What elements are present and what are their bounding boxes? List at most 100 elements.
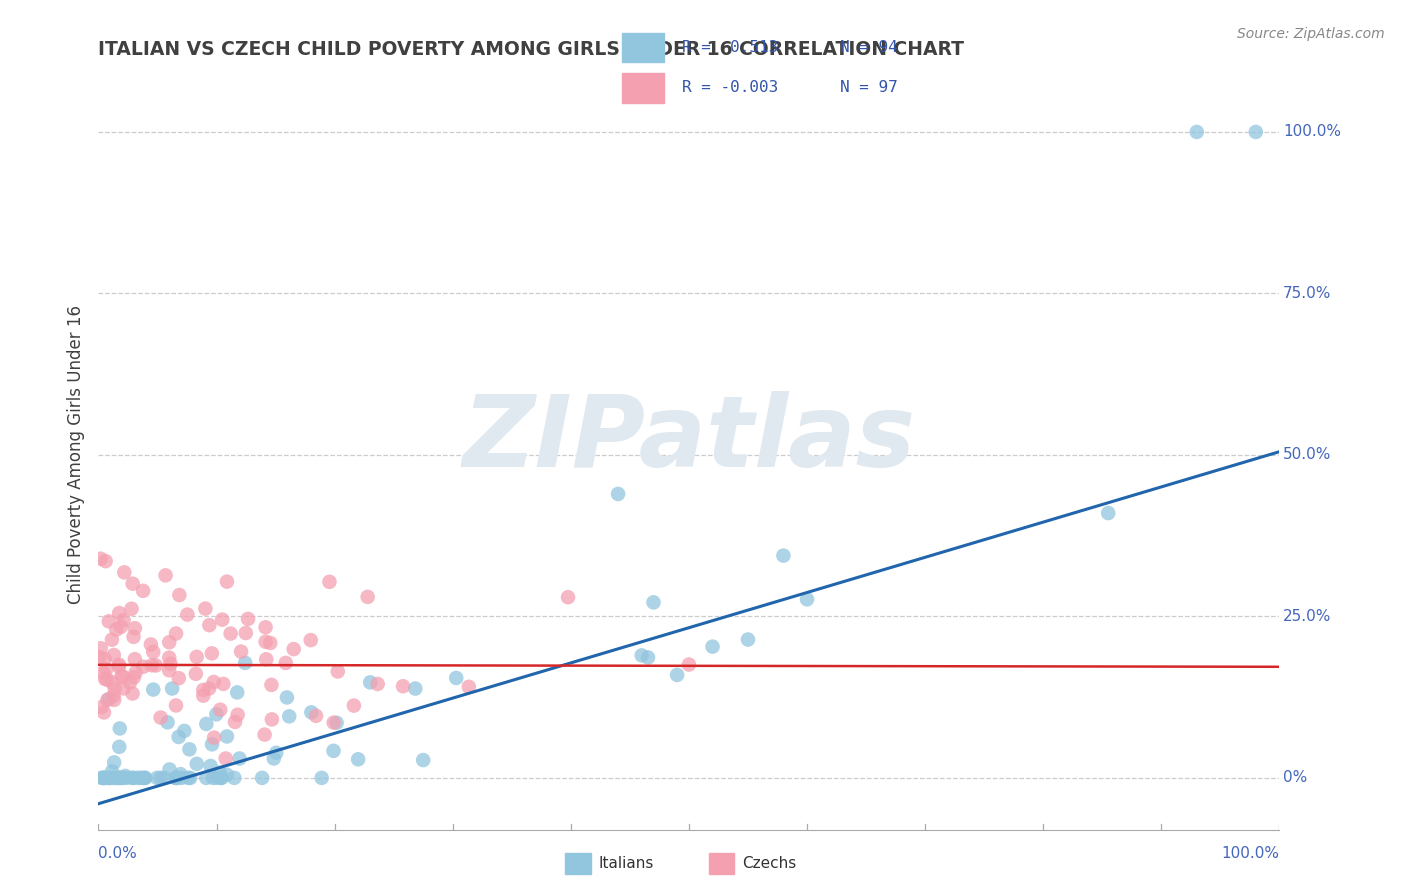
Point bbox=[103, 756, 125, 770]
Point bbox=[219, 626, 242, 640]
Point bbox=[177, 771, 200, 785]
Point bbox=[89, 650, 111, 665]
Point bbox=[97, 692, 120, 706]
Point bbox=[124, 621, 146, 635]
Point bbox=[121, 686, 143, 700]
Point bbox=[224, 714, 246, 729]
Point bbox=[186, 756, 208, 771]
Point bbox=[103, 648, 125, 662]
Point bbox=[392, 679, 415, 693]
Point bbox=[186, 649, 208, 664]
Point bbox=[737, 632, 759, 647]
Point bbox=[643, 595, 665, 609]
Point bbox=[115, 771, 138, 785]
Point bbox=[236, 612, 259, 626]
Point bbox=[122, 670, 145, 684]
Point bbox=[107, 771, 129, 785]
Point bbox=[153, 771, 176, 785]
Point bbox=[276, 690, 298, 705]
Point bbox=[134, 771, 156, 785]
Point bbox=[322, 744, 344, 758]
Text: R =  0.513: R = 0.513 bbox=[682, 39, 778, 54]
Point bbox=[157, 635, 180, 649]
Point bbox=[226, 685, 249, 699]
Point bbox=[215, 730, 238, 744]
Point bbox=[305, 709, 328, 723]
Point bbox=[702, 640, 724, 654]
Point bbox=[200, 759, 222, 773]
Point bbox=[229, 644, 252, 658]
Point bbox=[259, 636, 281, 650]
Point bbox=[90, 771, 112, 785]
Text: R = -0.003: R = -0.003 bbox=[682, 80, 778, 95]
Point bbox=[110, 771, 132, 785]
Point bbox=[111, 669, 134, 683]
Point bbox=[299, 633, 322, 648]
Point bbox=[104, 681, 127, 696]
Point bbox=[412, 753, 434, 767]
Point bbox=[160, 681, 183, 696]
Point bbox=[165, 771, 187, 785]
Point bbox=[215, 768, 238, 782]
Point bbox=[212, 677, 235, 691]
Text: 100.0%: 100.0% bbox=[1284, 125, 1341, 139]
Point bbox=[326, 665, 349, 679]
Point bbox=[145, 658, 167, 673]
Point bbox=[215, 574, 238, 589]
Point bbox=[94, 672, 117, 686]
Point bbox=[167, 671, 190, 685]
Bar bbox=[621, 73, 665, 103]
Point bbox=[157, 650, 180, 665]
Point bbox=[367, 677, 389, 691]
Point bbox=[311, 771, 333, 785]
Point bbox=[157, 663, 180, 677]
Point bbox=[202, 771, 225, 785]
Point bbox=[254, 634, 277, 648]
Point bbox=[215, 751, 238, 765]
Point bbox=[112, 566, 135, 580]
Point bbox=[159, 763, 181, 777]
Text: Czechs: Czechs bbox=[742, 855, 797, 871]
Y-axis label: Child Poverty Among Girls Under 16: Child Poverty Among Girls Under 16 bbox=[66, 305, 84, 605]
Text: N = 97: N = 97 bbox=[841, 80, 898, 95]
Point bbox=[134, 771, 156, 785]
Point bbox=[105, 771, 128, 785]
Point bbox=[198, 681, 221, 696]
Point bbox=[235, 626, 257, 640]
Point bbox=[325, 715, 347, 730]
Point bbox=[184, 666, 207, 681]
Point bbox=[110, 771, 132, 785]
Point bbox=[359, 675, 381, 690]
Point bbox=[1185, 125, 1208, 139]
Point bbox=[444, 671, 467, 685]
Point bbox=[254, 620, 277, 634]
Point bbox=[159, 657, 181, 671]
Point bbox=[208, 765, 231, 780]
Point bbox=[146, 771, 169, 785]
Point bbox=[260, 712, 283, 726]
Point bbox=[110, 620, 132, 634]
Point bbox=[173, 723, 195, 738]
Text: ITALIAN VS CZECH CHILD POVERTY AMONG GIRLS UNDER 16 CORRELATION CHART: ITALIAN VS CZECH CHILD POVERTY AMONG GIR… bbox=[98, 40, 965, 59]
Point bbox=[121, 771, 143, 785]
Point bbox=[91, 665, 114, 680]
Point bbox=[97, 771, 120, 785]
Point bbox=[202, 731, 225, 745]
Point bbox=[347, 752, 370, 766]
Point bbox=[121, 771, 143, 785]
Point bbox=[278, 709, 301, 723]
Point bbox=[404, 681, 426, 696]
Point bbox=[166, 771, 188, 785]
Point bbox=[772, 549, 794, 563]
Point bbox=[91, 771, 114, 785]
Point bbox=[607, 487, 630, 501]
Bar bbox=[709, 853, 734, 874]
Point bbox=[195, 771, 218, 785]
Point bbox=[155, 568, 177, 582]
Point bbox=[195, 717, 218, 731]
Point bbox=[169, 767, 191, 781]
Point bbox=[193, 682, 215, 697]
Point bbox=[96, 673, 118, 687]
Point bbox=[114, 769, 136, 783]
Point bbox=[228, 751, 250, 765]
